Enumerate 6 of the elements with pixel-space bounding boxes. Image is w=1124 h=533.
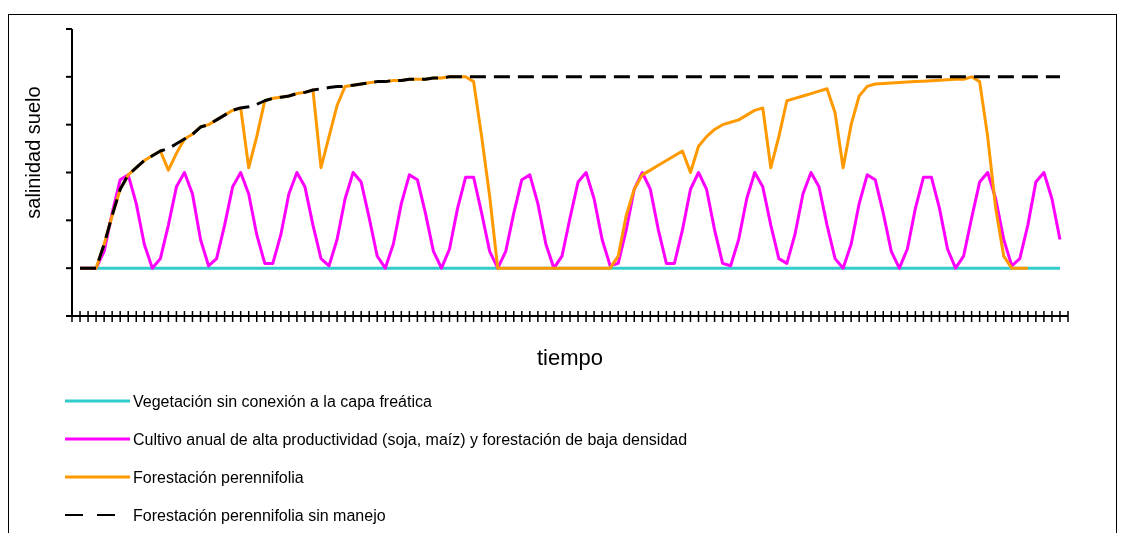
legend-label: Vegetación sin conexión a la capa freática (133, 393, 432, 410)
legend-label: Forestación perennifolia sin manejo (133, 507, 386, 524)
x-axis-title: tiempo (536, 345, 604, 370)
y-axis-title: salinidad suelo (22, 86, 44, 219)
legend-label: Forestación perennifolia (133, 469, 304, 486)
legend-label: Cultivo anual de alta productividad (soja, maíz) y forestación de baja densidad (133, 431, 688, 448)
